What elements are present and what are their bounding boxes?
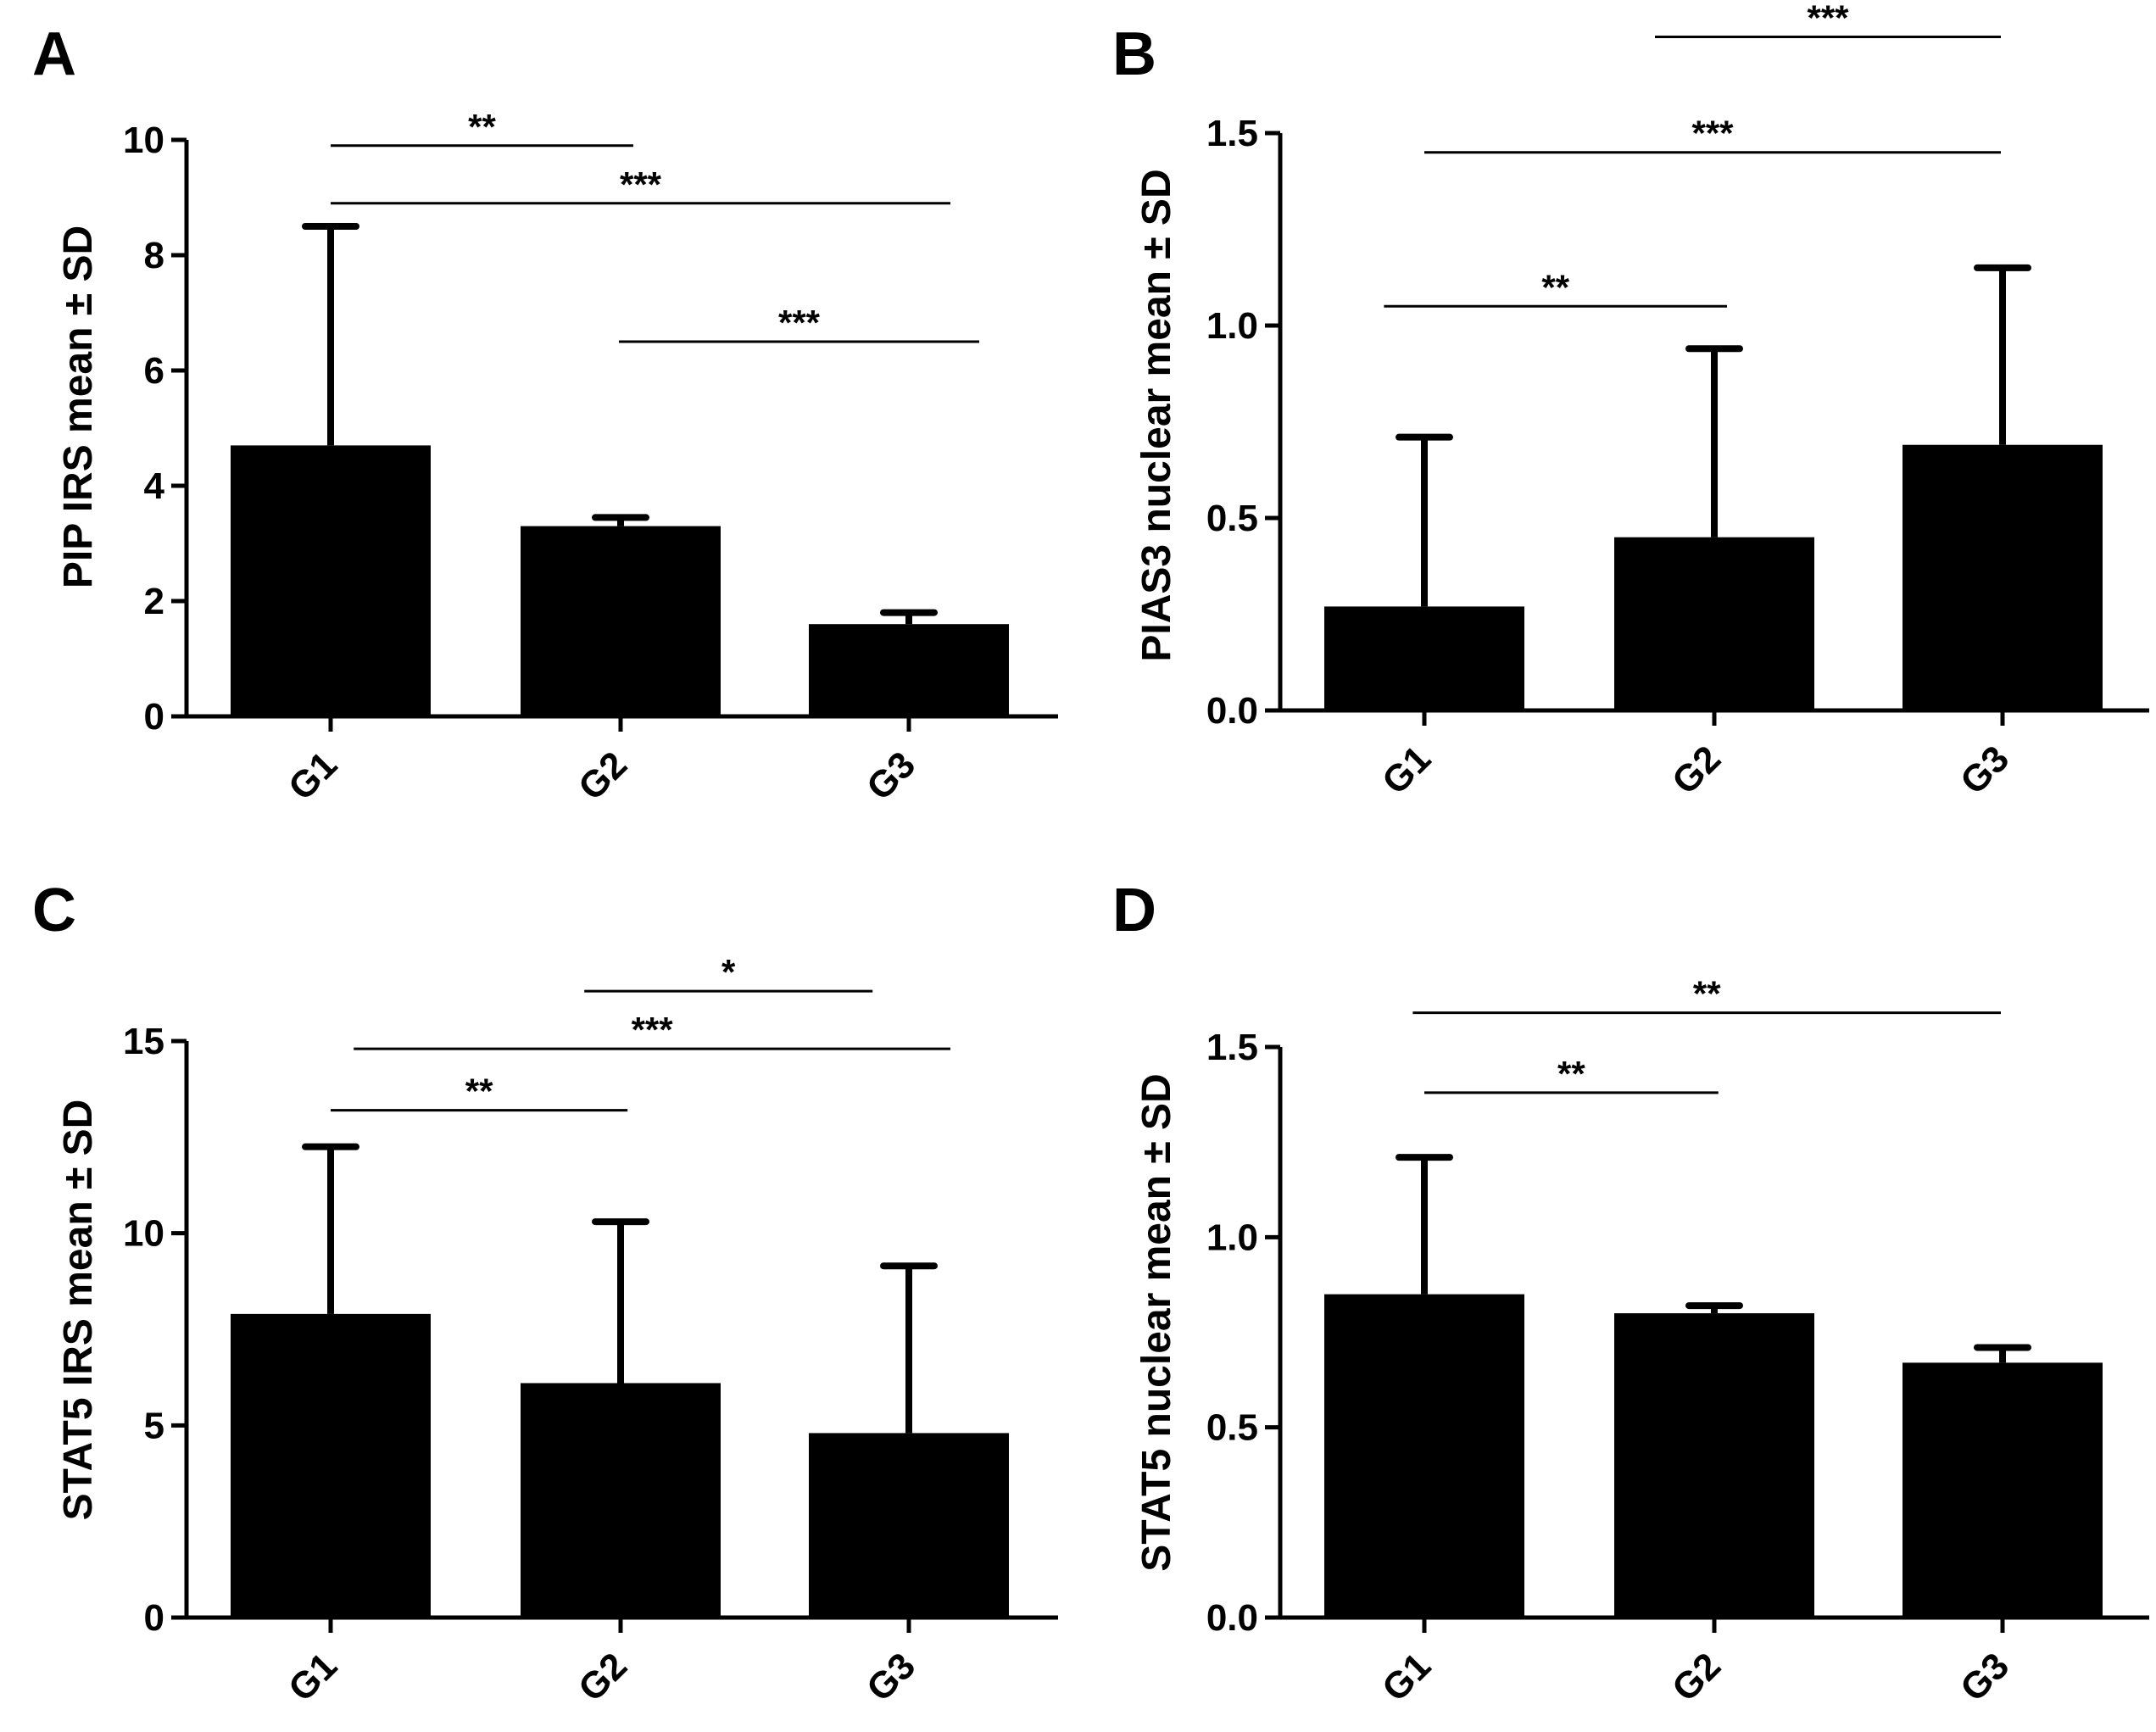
panel-letter-d: D: [1112, 877, 1156, 944]
y-tick-label: 5: [144, 1405, 164, 1446]
significance-label: **: [465, 1072, 493, 1111]
significance-label: **: [1557, 1054, 1585, 1094]
x-tick-label: G1: [281, 1645, 345, 1709]
x-tick-label: G1: [1374, 738, 1439, 802]
x-tick-label: G2: [1664, 738, 1729, 802]
x-tick-label: G3: [1953, 738, 2017, 802]
bar-g1: [1324, 606, 1524, 710]
bar-g3: [1903, 444, 2103, 710]
y-axis-label-a: PIP IRS mean ± SD: [56, 226, 101, 588]
x-tick-label: G3: [1953, 1645, 2017, 1709]
significance-label: **: [468, 107, 496, 147]
y-tick-label: 8: [144, 235, 164, 276]
y-tick-label: 15: [123, 1021, 164, 1062]
significance-label: ***: [778, 303, 821, 343]
panel-b: B PIAS3 nuclear mean ± SD 0.0 0.5 1.0 1.5 G1…: [1112, 0, 2149, 803]
y-tick-label: 0: [144, 696, 164, 738]
x-tick-label: G1: [1374, 1645, 1439, 1709]
y-tick-label: 0.5: [1206, 498, 1258, 539]
y-tick-label: 4: [144, 465, 165, 507]
significance-label: ***: [1691, 114, 1734, 153]
y-tick-label: 10: [123, 1213, 164, 1255]
bar-g1: [231, 445, 431, 716]
panel-letter-a: A: [32, 20, 76, 88]
panel-letter-c: C: [32, 877, 76, 944]
y-tick-label: 0: [144, 1597, 164, 1639]
y-axis-label-d: STAT5 nuclear mean ± SD: [1134, 1073, 1179, 1571]
bar-g2: [1614, 1313, 1814, 1618]
bar-g3: [809, 624, 1009, 716]
bar-g2: [1614, 537, 1814, 710]
bar-g3: [809, 1433, 1009, 1618]
panel-d: D STAT5 nuclear mean ± SD 0.0 0.5 1.0 1.5 G1…: [1112, 877, 2149, 1710]
y-tick-label: 1.5: [1206, 113, 1258, 154]
significance-label: ***: [620, 164, 662, 204]
significance-label: *: [721, 952, 736, 992]
y-axis-label-b: PIAS3 nuclear mean ± SD: [1134, 169, 1179, 661]
y-tick-label: 1.0: [1206, 1217, 1258, 1258]
x-tick-label: G2: [571, 743, 635, 808]
x-tick-label: G1: [281, 743, 345, 808]
y-tick-label: 0.5: [1206, 1407, 1258, 1449]
y-tick-label: 6: [144, 350, 164, 392]
significance-label: **: [1541, 267, 1569, 307]
panel-letter-b: B: [1112, 20, 1156, 88]
bar-g2: [521, 526, 721, 716]
bar-g3: [1903, 1362, 2103, 1618]
y-axis-label-c: STAT5 IRS mean ± SD: [56, 1100, 101, 1521]
bar-g1: [1324, 1294, 1524, 1618]
x-tick-label: G3: [859, 743, 923, 808]
x-tick-label: G3: [859, 1645, 923, 1709]
y-tick-label: 0.0: [1206, 1597, 1258, 1639]
x-tick-label: G2: [1664, 1645, 1729, 1709]
y-tick-label: 0.0: [1206, 690, 1258, 732]
significance-label: **: [1693, 974, 1721, 1014]
bar-g2: [521, 1383, 721, 1618]
y-tick-label: 1.5: [1206, 1027, 1258, 1068]
y-tick-label: 10: [123, 120, 164, 161]
x-tick-label: G2: [571, 1645, 635, 1709]
y-tick-label: 2: [144, 581, 164, 622]
significance-label: ***: [1807, 0, 1849, 38]
significance-label: ***: [632, 1010, 674, 1050]
bar-g1: [231, 1313, 431, 1618]
y-tick-label: 1.0: [1206, 305, 1258, 347]
